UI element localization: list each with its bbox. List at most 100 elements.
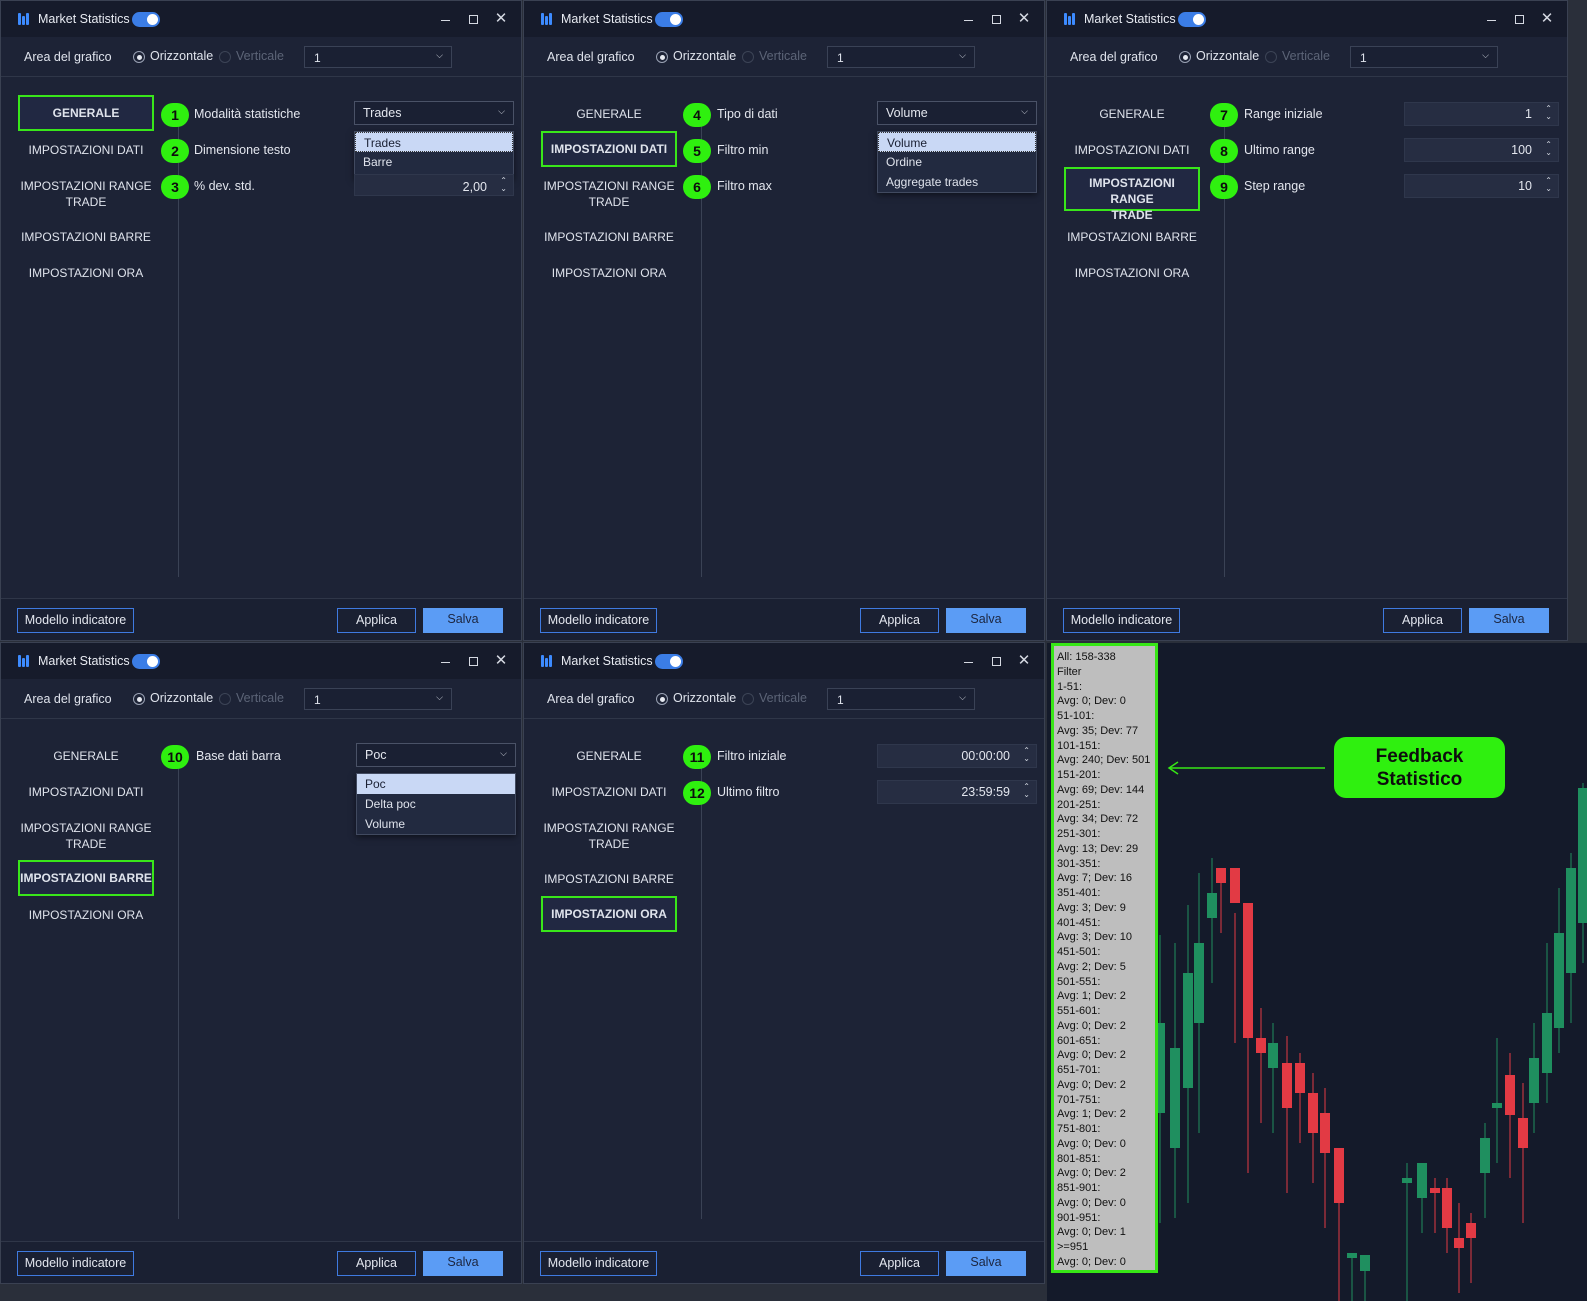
template-button[interactable]: Modello indicatore: [1063, 608, 1180, 633]
radio-horizontal-label[interactable]: Orizzontale: [673, 49, 737, 63]
indicator-enable-toggle[interactable]: [132, 12, 160, 27]
spinner-icon[interactable]: ⌃ ⌄: [1023, 746, 1030, 763]
maximize-icon[interactable]: [986, 9, 1006, 29]
nav-impostazioni-ora[interactable]: IMPOSTAZIONI ORA: [1064, 263, 1200, 283]
nav-impostazioni-ora[interactable]: IMPOSTAZIONI ORA: [18, 905, 154, 925]
nav-impostazioni-barre[interactable]: IMPOSTAZIONI BARRE: [541, 869, 677, 889]
radio-horizontal[interactable]: [133, 51, 145, 63]
close-icon[interactable]: ✕: [494, 652, 508, 669]
spinner-icon[interactable]: ⌃ ⌄: [1545, 104, 1552, 121]
dropdown-option[interactable]: Delta poc: [365, 797, 416, 811]
apply-button[interactable]: Applica: [337, 1251, 416, 1276]
close-icon[interactable]: ✕: [1017, 652, 1031, 669]
nav-impostazioni-barre[interactable]: IMPOSTAZIONI BARRE: [18, 227, 154, 247]
dropdown-option[interactable]: Ordine: [886, 155, 923, 169]
template-button[interactable]: Modello indicatore: [540, 608, 657, 633]
radio-horizontal-label[interactable]: Orizzontale: [150, 49, 214, 63]
maximize-icon[interactable]: [986, 651, 1006, 671]
radio-vertical[interactable]: [219, 51, 231, 63]
close-icon[interactable]: ✕: [1017, 10, 1031, 27]
radio-horizontal[interactable]: [133, 693, 145, 705]
indicator-enable-toggle[interactable]: [1178, 12, 1206, 27]
nav-impostazioni-range-trade[interactable]: IMPOSTAZIONI RANGE TRADE: [18, 176, 154, 212]
nav-impostazioni-range-trade[interactable]: IMPOSTAZIONI RANGE TRADE: [1064, 167, 1200, 222]
setting-dropdown[interactable]: Volume ⌵: [877, 101, 1037, 125]
dropdown-option[interactable]: Poc: [357, 774, 515, 794]
indicator-enable-toggle[interactable]: [655, 12, 683, 27]
maximize-icon[interactable]: [463, 651, 483, 671]
number-input[interactable]: 100 ⌃ ⌄: [1404, 138, 1559, 162]
nav-impostazioni-ora[interactable]: IMPOSTAZIONI ORA: [18, 263, 154, 283]
radio-horizontal[interactable]: [1179, 51, 1191, 63]
radio-vertical[interactable]: [1265, 51, 1277, 63]
dropdown-option[interactable]: Trades: [355, 132, 513, 152]
save-button[interactable]: Salva: [946, 1251, 1026, 1276]
maximize-icon[interactable]: [1509, 9, 1529, 29]
nav-generale[interactable]: GENERALE: [1064, 104, 1200, 124]
nav-generale[interactable]: GENERALE: [18, 95, 154, 131]
dropdown-option[interactable]: Aggregate trades: [886, 175, 979, 189]
chart-area-select[interactable]: 1 ⌵: [304, 46, 452, 68]
radio-vertical-label[interactable]: Verticale: [236, 691, 284, 705]
nav-impostazioni-ora[interactable]: IMPOSTAZIONI ORA: [541, 263, 677, 283]
number-input[interactable]: 1 ⌃ ⌄: [1404, 102, 1559, 126]
save-button[interactable]: Salva: [423, 608, 503, 633]
maximize-icon[interactable]: [463, 9, 483, 29]
save-button[interactable]: Salva: [1469, 608, 1549, 633]
chart-area-select[interactable]: 1 ⌵: [1350, 46, 1498, 68]
dropdown-option[interactable]: Barre: [363, 155, 393, 169]
template-button[interactable]: Modello indicatore: [540, 1251, 657, 1276]
radio-horizontal-label[interactable]: Orizzontale: [1196, 49, 1260, 63]
indicator-enable-toggle[interactable]: [655, 654, 683, 669]
apply-button[interactable]: Applica: [1383, 608, 1462, 633]
minimize-icon[interactable]: [1481, 9, 1501, 29]
radio-vertical[interactable]: [742, 693, 754, 705]
radio-vertical-label[interactable]: Verticale: [759, 691, 807, 705]
nav-impostazioni-dati[interactable]: IMPOSTAZIONI DATI: [1064, 140, 1200, 160]
chart-area-select[interactable]: 1 ⌵: [304, 688, 452, 710]
nav-impostazioni-ora[interactable]: IMPOSTAZIONI ORA: [541, 896, 677, 932]
apply-button[interactable]: Applica: [337, 608, 416, 633]
spinner-icon[interactable]: ⌃ ⌄: [1023, 782, 1030, 799]
indicator-enable-toggle[interactable]: [132, 654, 160, 669]
radio-horizontal[interactable]: [656, 693, 668, 705]
radio-vertical[interactable]: [219, 693, 231, 705]
chart-area-select[interactable]: 1 ⌵: [827, 688, 975, 710]
radio-vertical-label[interactable]: Verticale: [1282, 49, 1330, 63]
nav-generale[interactable]: GENERALE: [541, 104, 677, 124]
setting-dropdown[interactable]: Poc ⌵: [356, 743, 516, 767]
template-button[interactable]: Modello indicatore: [17, 1251, 134, 1276]
chart-area-select[interactable]: 1 ⌵: [827, 46, 975, 68]
nav-generale[interactable]: GENERALE: [541, 746, 677, 766]
number-input[interactable]: 23:59:59 ⌃ ⌄: [877, 780, 1037, 804]
radio-horizontal-label[interactable]: Orizzontale: [673, 691, 737, 705]
number-input[interactable]: 10 ⌃ ⌄: [1404, 174, 1559, 198]
nav-impostazioni-range-trade[interactable]: IMPOSTAZIONI RANGE TRADE: [541, 818, 677, 854]
apply-button[interactable]: Applica: [860, 1251, 939, 1276]
nav-impostazioni-barre[interactable]: IMPOSTAZIONI BARRE: [1064, 227, 1200, 247]
stddev-input[interactable]: 2,00 ⌃ ⌄: [354, 174, 514, 196]
close-icon[interactable]: ✕: [1540, 10, 1554, 27]
nav-impostazioni-dati[interactable]: IMPOSTAZIONI DATI: [18, 140, 154, 160]
nav-impostazioni-range-trade[interactable]: IMPOSTAZIONI RANGE TRADE: [18, 818, 154, 854]
apply-button[interactable]: Applica: [860, 608, 939, 633]
radio-vertical-label[interactable]: Verticale: [236, 49, 284, 63]
spinner-icon[interactable]: ⌃ ⌄: [1545, 140, 1552, 157]
spinner-icon[interactable]: ⌃ ⌄: [1545, 176, 1552, 193]
save-button[interactable]: Salva: [423, 1251, 503, 1276]
minimize-icon[interactable]: [435, 9, 455, 29]
radio-vertical[interactable]: [742, 51, 754, 63]
setting-dropdown[interactable]: Trades ⌵: [354, 101, 514, 125]
minimize-icon[interactable]: [958, 651, 978, 671]
minimize-icon[interactable]: [958, 9, 978, 29]
save-button[interactable]: Salva: [946, 608, 1026, 633]
dropdown-option[interactable]: Volume: [878, 132, 1036, 152]
nav-impostazioni-barre[interactable]: IMPOSTAZIONI BARRE: [541, 227, 677, 247]
nav-impostazioni-dati[interactable]: IMPOSTAZIONI DATI: [541, 782, 677, 802]
close-icon[interactable]: ✕: [494, 10, 508, 27]
minimize-icon[interactable]: [435, 651, 455, 671]
template-button[interactable]: Modello indicatore: [17, 608, 134, 633]
radio-horizontal-label[interactable]: Orizzontale: [150, 691, 214, 705]
spinner-icon[interactable]: ⌃ ⌄: [500, 176, 507, 193]
nav-impostazioni-dati[interactable]: IMPOSTAZIONI DATI: [541, 131, 677, 167]
